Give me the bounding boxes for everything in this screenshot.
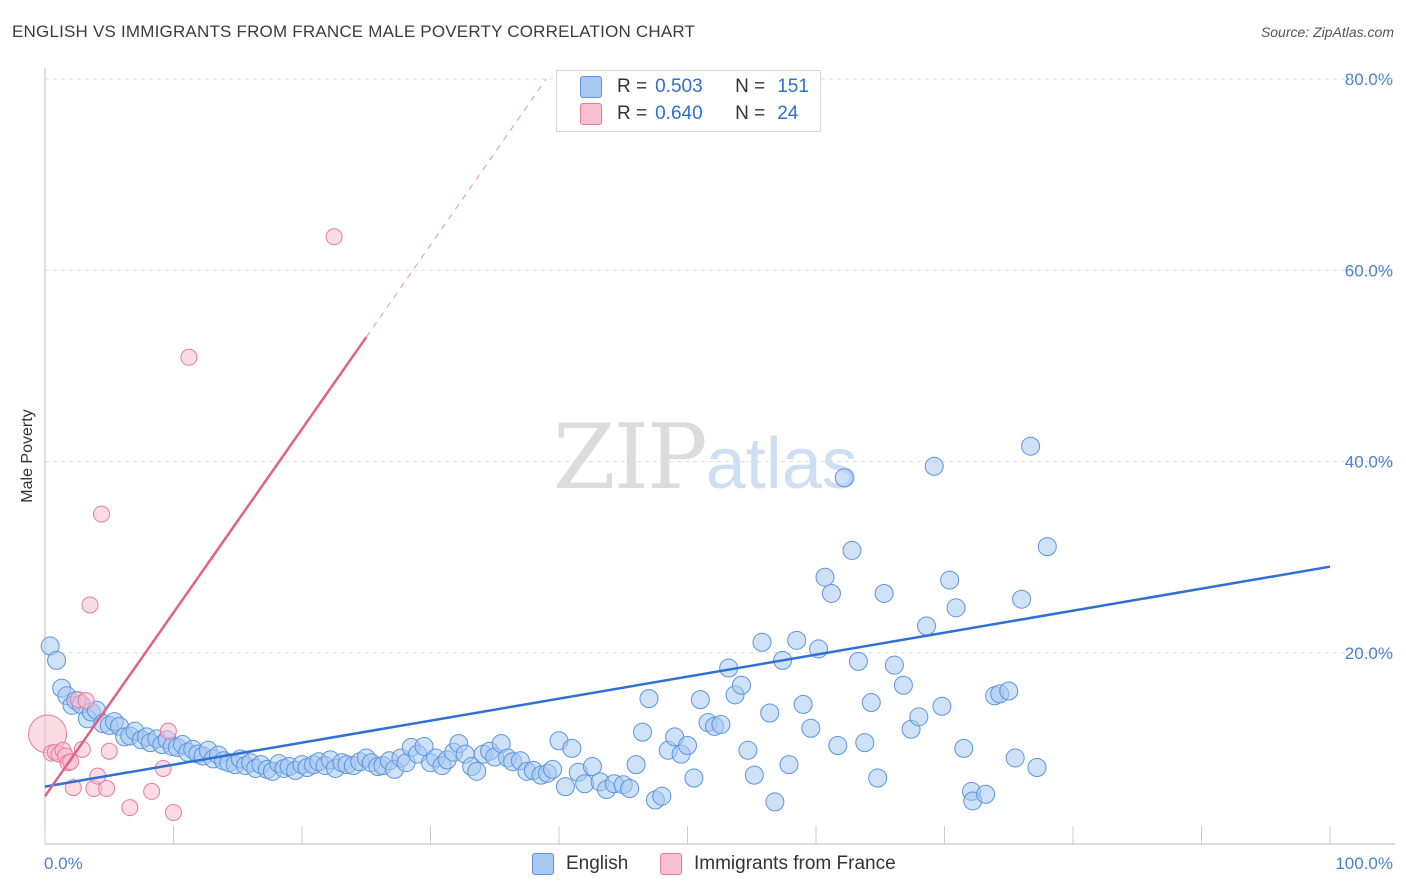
france-point bbox=[159, 722, 177, 740]
correlation-legend: R = 0.503 N = 151 R = 0.640 N = 24 bbox=[556, 70, 821, 132]
legend-n-label: N = bbox=[735, 76, 766, 97]
legend-n-value: 151 bbox=[777, 76, 809, 97]
france-point bbox=[81, 596, 99, 614]
english-point bbox=[917, 616, 937, 636]
english-point bbox=[874, 583, 894, 603]
english-point bbox=[815, 567, 835, 587]
english-point bbox=[893, 675, 913, 695]
english-point bbox=[924, 456, 944, 476]
english-point bbox=[821, 583, 841, 603]
english-point bbox=[793, 694, 813, 714]
english-point bbox=[752, 632, 772, 652]
english-point bbox=[582, 757, 602, 777]
legend-row-english: R = 0.503 N = 151 bbox=[580, 75, 809, 99]
watermark-zip: ZIP bbox=[553, 405, 708, 510]
english-point bbox=[711, 714, 731, 734]
english-point bbox=[946, 598, 966, 618]
france-point bbox=[100, 742, 118, 760]
english-point bbox=[765, 792, 785, 812]
english-point bbox=[760, 703, 780, 723]
english-point bbox=[1012, 589, 1032, 609]
english-point bbox=[940, 570, 960, 590]
english-point bbox=[626, 755, 646, 775]
france-point bbox=[143, 782, 161, 800]
english-point bbox=[842, 540, 862, 560]
legend-r-label: R = bbox=[617, 76, 648, 97]
english-point bbox=[1037, 537, 1057, 557]
france-point bbox=[180, 348, 198, 366]
english-point bbox=[684, 768, 704, 788]
france-trend-line bbox=[43, 336, 368, 797]
english-point bbox=[976, 784, 996, 804]
france-point bbox=[325, 228, 343, 246]
english-point bbox=[884, 655, 904, 675]
english-point bbox=[954, 738, 974, 758]
english-point bbox=[633, 722, 653, 742]
english-point bbox=[801, 718, 821, 738]
english-point bbox=[1005, 748, 1025, 768]
bottom-legend-swatch-france bbox=[660, 853, 682, 875]
english-point bbox=[909, 707, 929, 727]
source-label: Source: ZipAtlas.com bbox=[1260, 24, 1394, 40]
english-point bbox=[678, 736, 697, 756]
france-point bbox=[165, 803, 182, 821]
legend-row-france: R = 0.640 N = 24 bbox=[580, 102, 799, 126]
english-point bbox=[999, 681, 1019, 701]
france-point bbox=[121, 799, 139, 817]
english-point bbox=[1021, 436, 1041, 456]
english-point bbox=[555, 777, 575, 797]
france-point bbox=[77, 692, 95, 710]
bottom-legend-label-france: Immigrants from France bbox=[694, 853, 896, 874]
english-point bbox=[1027, 758, 1047, 777]
english-point bbox=[744, 765, 764, 785]
english-point bbox=[562, 738, 582, 758]
france-trend-extension bbox=[365, 78, 547, 338]
english-point bbox=[848, 651, 868, 671]
legend-n-value: 24 bbox=[777, 103, 799, 124]
france-point bbox=[98, 780, 116, 798]
english-trend-line bbox=[44, 565, 1331, 788]
france-point bbox=[93, 505, 111, 523]
legend-r-value: 0.640 bbox=[655, 103, 703, 124]
y-tick-label: 60.0% bbox=[1345, 261, 1393, 280]
x-tick-label-min: 0.0% bbox=[44, 854, 83, 873]
english-point bbox=[639, 689, 659, 709]
english-point bbox=[834, 468, 854, 488]
english-point bbox=[690, 690, 710, 710]
english-point bbox=[731, 675, 751, 695]
english-point bbox=[779, 755, 799, 775]
bottom-legend-label-english: English bbox=[566, 853, 629, 874]
legend-n-label: N = bbox=[735, 103, 766, 124]
english-point bbox=[467, 761, 487, 781]
english-point bbox=[47, 650, 67, 670]
english-point bbox=[414, 736, 434, 756]
x-tick-label-max: 100.0% bbox=[1335, 854, 1393, 873]
chart-title: ENGLISH VS IMMIGRANTS FROM FRANCE MALE P… bbox=[12, 22, 696, 41]
legend-r-value: 0.503 bbox=[655, 76, 703, 97]
bottom-legend-france: Immigrants from France bbox=[660, 851, 896, 877]
english-point bbox=[828, 736, 848, 756]
watermark-atlas: atlas bbox=[705, 424, 858, 504]
english-point bbox=[738, 740, 758, 760]
english-point bbox=[787, 630, 807, 650]
english-point bbox=[652, 786, 672, 806]
english-point bbox=[868, 768, 888, 788]
legend-swatch-english bbox=[580, 76, 602, 98]
legend-r-label: R = bbox=[617, 103, 648, 124]
english-point bbox=[543, 759, 563, 779]
y-tick-label: 40.0% bbox=[1345, 453, 1393, 472]
english-point bbox=[932, 696, 952, 716]
english-point bbox=[861, 692, 881, 712]
y-tick-label: 20.0% bbox=[1345, 644, 1393, 663]
english-point bbox=[855, 733, 875, 753]
y-axis-label: Male Poverty bbox=[19, 409, 36, 503]
watermark: ZIPatlas bbox=[553, 405, 858, 510]
bottom-legend-english: English bbox=[532, 851, 628, 877]
legend-swatch-france bbox=[580, 103, 602, 125]
english-point bbox=[620, 779, 640, 799]
bottom-legend-swatch-english bbox=[532, 853, 554, 875]
